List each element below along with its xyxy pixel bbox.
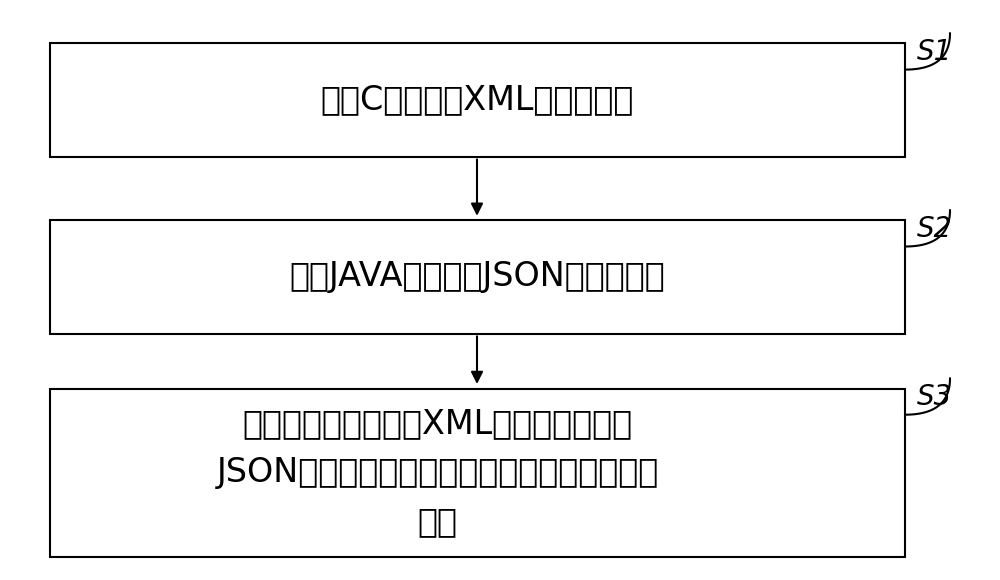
Bar (50, 389, 905, 557)
Bar (50, 220, 905, 334)
Text: S2: S2 (917, 215, 952, 242)
Text: S3: S3 (917, 383, 952, 411)
Bar (50, 44, 905, 157)
Text: 调用JAVA程序获取JSON数据文件；: 调用JAVA程序获取JSON数据文件； (290, 260, 665, 293)
Text: S1: S1 (917, 38, 952, 66)
Text: 通过比对程序将所述XML数据文件与所述
JSON数据文件进行逐条对比，批量获取比对结
果。: 通过比对程序将所述XML数据文件与所述 JSON数据文件进行逐条对比，批量获取比… (216, 408, 659, 538)
Text: 调用C程序生成XML数据文件；: 调用C程序生成XML数据文件； (321, 84, 634, 117)
